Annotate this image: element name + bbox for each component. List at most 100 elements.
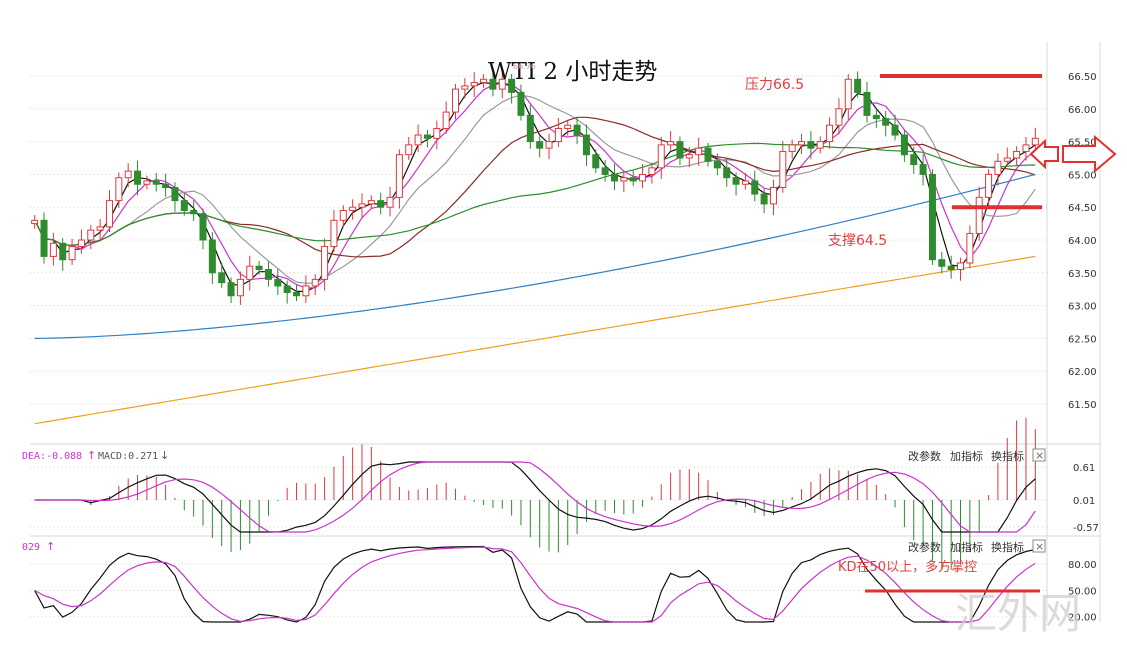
candle-body xyxy=(377,200,385,208)
candle-body xyxy=(994,160,1002,175)
ma-line-10 xyxy=(34,94,1036,284)
kdj-legend: 029 xyxy=(22,542,40,553)
candle-body xyxy=(863,91,871,116)
price-tick-label: 64.00 xyxy=(1068,236,1097,247)
candle-body xyxy=(667,141,675,146)
arrow-right-icon xyxy=(1062,134,1117,174)
candle-body xyxy=(938,259,946,267)
candle-body xyxy=(508,78,516,93)
candle-body xyxy=(779,150,787,189)
candle-body xyxy=(274,278,282,287)
candle-body xyxy=(190,209,198,215)
edit-params-button-2[interactable]: 改参数 xyxy=(908,540,941,554)
candle-body xyxy=(648,167,656,175)
candle-body xyxy=(741,180,749,185)
macd-legend-dea: DEA:-0.088 xyxy=(22,451,82,462)
candle-body xyxy=(564,124,572,129)
macd-axis-ticks: 0.61 0.01 -0.57 xyxy=(1073,463,1099,534)
kdj-panel-buttons: 改参数 加指标 换指标 × xyxy=(908,539,1046,554)
candle-body xyxy=(732,177,740,185)
candle-body xyxy=(395,154,403,198)
candle-body xyxy=(835,108,843,126)
candle-body xyxy=(957,262,965,271)
price-tick-label: 62.50 xyxy=(1068,334,1097,345)
candle-body xyxy=(489,78,497,90)
candle-body xyxy=(134,170,142,185)
price-axis-ticks: 66.50 66.00 65.50 65.00 64.50 64.00 63.50 63.00… xyxy=(1068,72,1097,411)
edit-params-button[interactable]: 改参数 xyxy=(908,449,941,463)
candle-body xyxy=(480,78,488,84)
macd-legend-macd: MACD:0.271 xyxy=(98,451,158,462)
macd-dif-line xyxy=(34,461,1036,533)
candle-body xyxy=(592,154,600,169)
candle-body xyxy=(536,141,544,149)
candle-body xyxy=(452,88,460,113)
candle-body xyxy=(573,124,581,136)
price-tick-label: 61.50 xyxy=(1068,400,1097,411)
candle-body xyxy=(554,127,562,143)
candle-body xyxy=(124,170,132,179)
candle-body xyxy=(582,134,590,156)
candle-body xyxy=(115,177,123,202)
candle-body xyxy=(218,272,226,284)
candle-body xyxy=(1013,150,1021,159)
switch-indicator-button[interactable]: 换指标 xyxy=(991,449,1024,463)
candle-body xyxy=(900,134,908,156)
candle-body xyxy=(872,114,880,120)
candle-body xyxy=(330,219,338,248)
price-tick-label: 63.50 xyxy=(1068,269,1097,280)
price-tick-label: 64.50 xyxy=(1068,203,1097,214)
ma-line-long xyxy=(34,173,1036,339)
candle-body xyxy=(405,144,413,156)
arrow-icon xyxy=(1029,138,1059,170)
candle-body xyxy=(162,183,170,189)
candle-body xyxy=(1003,157,1011,162)
watermark: 汇外网 xyxy=(955,589,1081,638)
candle-body xyxy=(760,193,768,205)
candle-body xyxy=(40,219,48,257)
candle-body xyxy=(96,226,104,231)
candle-body xyxy=(769,187,777,205)
candle-body xyxy=(227,282,235,297)
candle-body xyxy=(844,78,852,110)
candle-body xyxy=(180,200,188,211)
switch-indicator-button-2[interactable]: 换指标 xyxy=(991,540,1024,554)
candle-body xyxy=(657,144,665,169)
candle-body xyxy=(526,114,534,143)
candle-body xyxy=(1031,137,1039,146)
candle-body xyxy=(143,180,151,185)
candle-body xyxy=(321,246,329,280)
candle-body xyxy=(199,213,207,241)
close-panel-button[interactable] xyxy=(1032,448,1046,462)
candle-body xyxy=(386,196,394,208)
candle-body xyxy=(985,173,993,198)
price-tick-label: 66.00 xyxy=(1068,105,1097,116)
candle-body xyxy=(975,196,983,234)
candle-body xyxy=(255,265,263,271)
candle-body xyxy=(704,147,712,162)
kdj-d-line xyxy=(34,546,1036,623)
candle-body xyxy=(610,173,618,182)
candle-body xyxy=(349,206,357,211)
price-tick-label: 63.00 xyxy=(1068,302,1097,313)
candle-body xyxy=(283,285,291,293)
candle-body xyxy=(788,144,796,152)
kdj-tick-label: 20.00 xyxy=(1068,613,1097,624)
candle-body xyxy=(461,85,469,90)
candle-body xyxy=(919,164,927,175)
candle-body xyxy=(77,239,85,248)
candle-body xyxy=(293,291,301,297)
close-panel-button-2[interactable] xyxy=(1032,539,1046,553)
candle-body xyxy=(208,239,216,274)
candle-body xyxy=(676,141,684,159)
macd-dea-line xyxy=(34,461,1036,533)
kdj-tick-label: 80.00 xyxy=(1068,560,1097,571)
candle-body xyxy=(891,124,899,136)
add-indicator-button-2[interactable]: 加指标 xyxy=(950,540,983,554)
candle-body xyxy=(798,141,806,146)
add-indicator-button[interactable]: 加指标 xyxy=(950,449,983,463)
candle-body xyxy=(882,118,890,126)
kdj-axis-ticks: 80.00 50.00 20.00 xyxy=(1068,560,1097,624)
candle-body xyxy=(171,187,179,202)
